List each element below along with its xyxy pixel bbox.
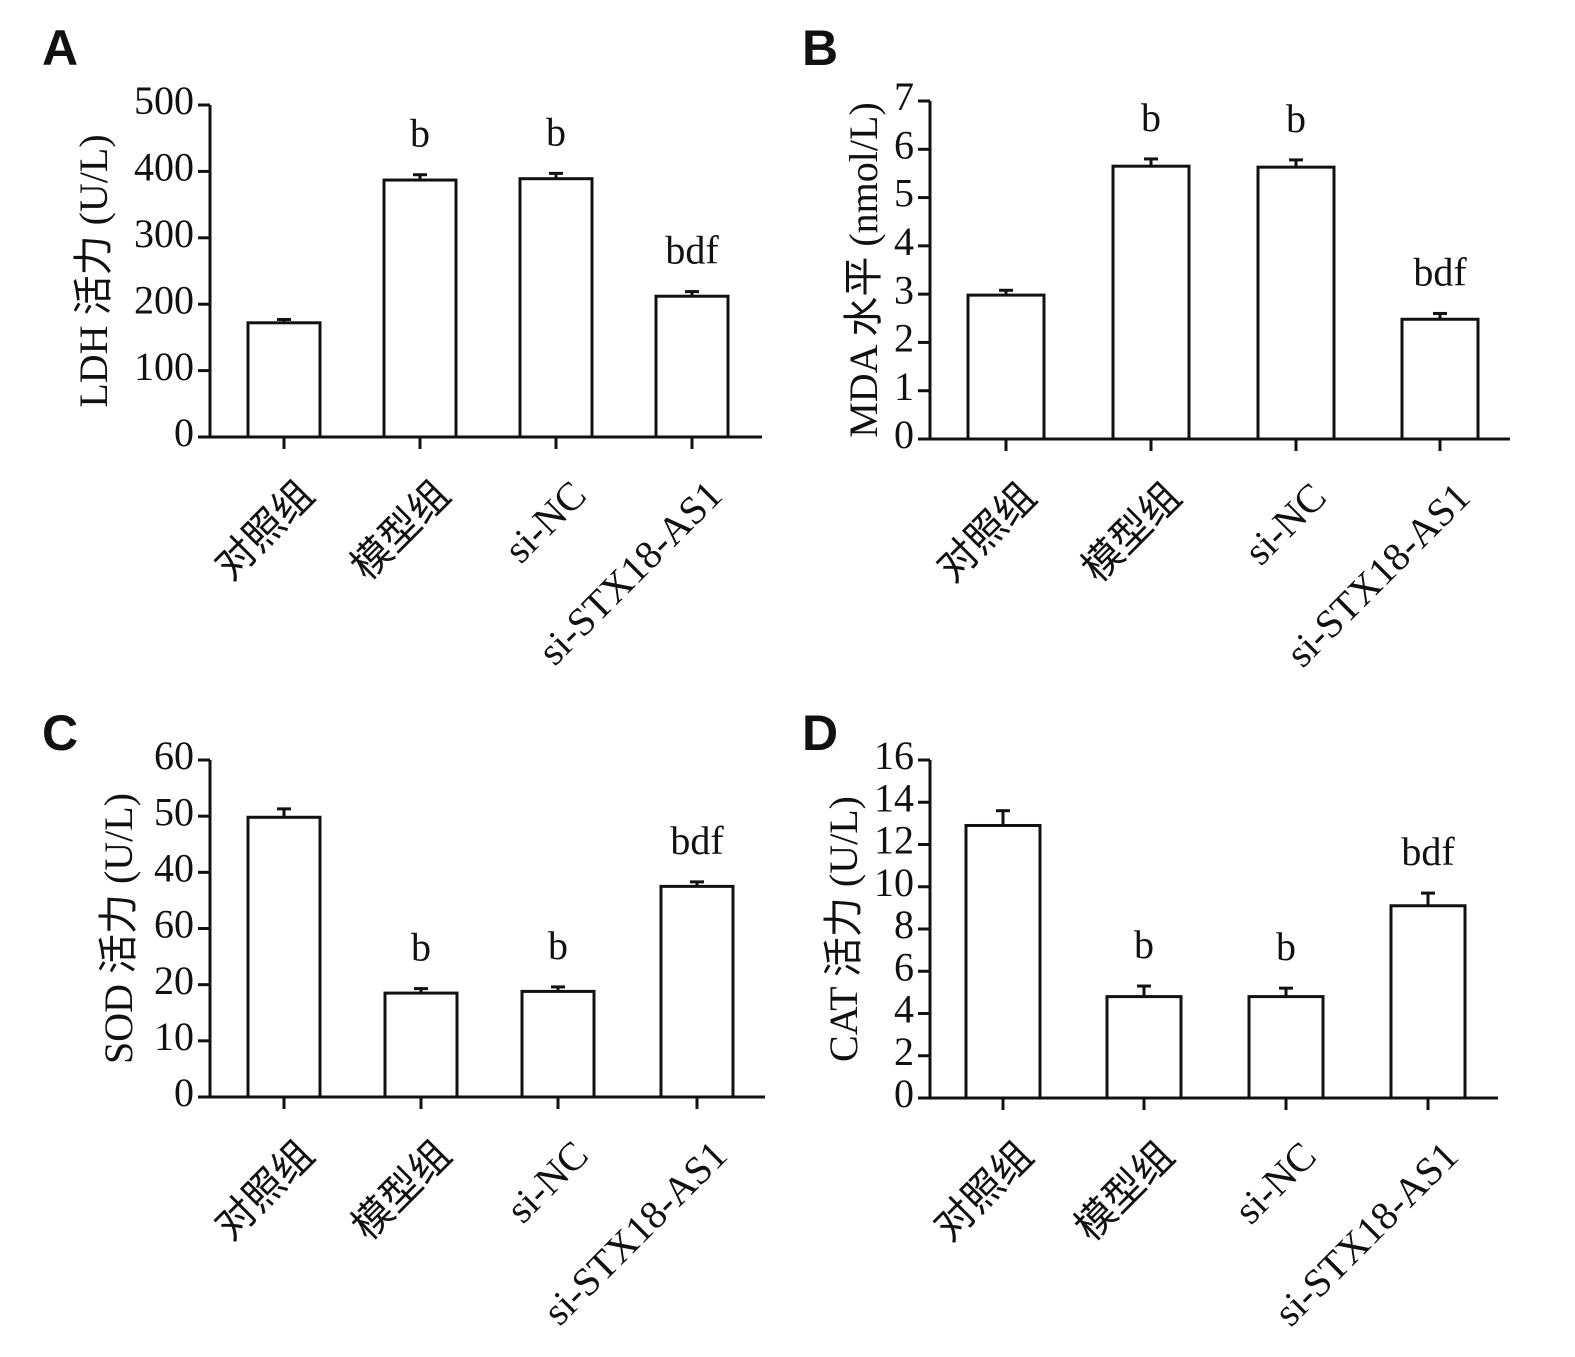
- y-tick-label: 8: [894, 902, 914, 947]
- y-axis-label: CAT 活力 (U/L): [821, 796, 866, 1062]
- x-tick-label: 模型组: [343, 1132, 460, 1249]
- y-tick-label: 0: [174, 410, 194, 455]
- y-tick-label: 14: [874, 775, 914, 820]
- y-tick-label: 40: [154, 846, 194, 891]
- y-tick-label: 6: [894, 122, 914, 167]
- y-tick-label: 200: [134, 277, 194, 322]
- y-tick-label: 2: [894, 1029, 914, 1074]
- annotation: bdf: [670, 818, 724, 863]
- annotation: b: [411, 925, 431, 970]
- x-tick-label: 模型组: [1073, 474, 1190, 591]
- x-tick-label: si-NC: [495, 472, 594, 571]
- y-tick-label: 400: [134, 145, 194, 190]
- y-tick-label: 20: [154, 958, 194, 1003]
- y-tick-label: 16: [874, 733, 914, 778]
- bar: [964, 823, 1042, 1100]
- y-tick-label: 60: [154, 902, 194, 947]
- y-tick-label: 50: [154, 789, 194, 834]
- y-tick-label: 12: [874, 818, 914, 863]
- y-tick-label: 3: [894, 267, 914, 312]
- x-tick-label: si-NC: [1225, 1133, 1324, 1232]
- annotation: bdf: [1413, 249, 1467, 294]
- bar: [520, 989, 596, 1099]
- bar: [1105, 995, 1183, 1100]
- y-tick-label: 60: [154, 733, 194, 778]
- bar: [1400, 317, 1480, 441]
- y-axis-label: SOD 活力 (U/L): [96, 793, 141, 1064]
- x-tick-label: si-NC: [497, 1132, 596, 1231]
- annotation: bdf: [665, 228, 719, 273]
- annotation: b: [1141, 95, 1161, 140]
- bar: [383, 991, 459, 1099]
- y-tick-label: 10: [874, 860, 914, 905]
- y-axis-label: LDH 活力 (U/L): [71, 134, 116, 407]
- bar: [659, 884, 735, 1099]
- bar: [246, 815, 322, 1099]
- bar: [966, 293, 1046, 441]
- bar: [654, 294, 730, 439]
- bar: [1389, 904, 1467, 1100]
- y-axis-label: MDA 水平 (nmol/L): [841, 102, 886, 438]
- x-tick-label: si-NC: [1235, 474, 1334, 573]
- bar: [382, 178, 458, 439]
- x-tick-label: 对照组: [206, 472, 323, 589]
- y-tick-label: 0: [894, 412, 914, 457]
- y-tick-label: 0: [894, 1071, 914, 1116]
- bar: [1247, 995, 1325, 1100]
- annotation: b: [1276, 924, 1296, 969]
- y-tick-label: 6: [894, 944, 914, 989]
- annotation: b: [410, 111, 430, 156]
- bar: [1111, 164, 1191, 441]
- y-tick-label: 500: [134, 78, 194, 123]
- y-tick-label: 4: [894, 987, 914, 1032]
- panel-label: C: [42, 705, 78, 761]
- x-tick-label: 对照组: [206, 1132, 323, 1249]
- annotation: b: [1134, 922, 1154, 967]
- y-tick-label: 5: [894, 171, 914, 216]
- annotation: bdf: [1401, 829, 1455, 874]
- y-tick-label: 0: [174, 1070, 194, 1115]
- y-tick-label: 100: [134, 344, 194, 389]
- y-tick-label: 10: [154, 1014, 194, 1059]
- panel-label: A: [42, 20, 78, 76]
- y-tick-label: 4: [894, 219, 914, 264]
- bar: [518, 177, 594, 439]
- bar: [246, 321, 322, 439]
- y-tick-label: 1: [894, 364, 914, 409]
- annotation: b: [1286, 96, 1306, 141]
- panel-label: D: [802, 705, 838, 761]
- annotation: b: [548, 923, 568, 968]
- annotation: b: [546, 109, 566, 154]
- y-tick-label: 7: [894, 74, 914, 119]
- x-tick-label: 对照组: [928, 474, 1045, 591]
- x-tick-label: 模型组: [1066, 1133, 1183, 1250]
- x-tick-label: 模型组: [342, 472, 459, 589]
- y-tick-label: 300: [134, 211, 194, 256]
- x-tick-label: 对照组: [925, 1133, 1042, 1250]
- panel-label: B: [802, 20, 838, 76]
- bar: [1256, 165, 1336, 441]
- y-tick-label: 2: [894, 316, 914, 361]
